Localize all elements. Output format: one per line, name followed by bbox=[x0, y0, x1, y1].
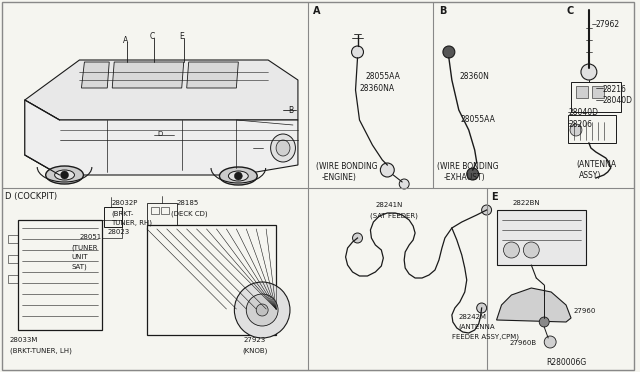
Ellipse shape bbox=[276, 140, 290, 156]
Bar bbox=[568, 115, 616, 143]
Text: 28242M: 28242M bbox=[459, 314, 487, 320]
Text: 27960: 27960 bbox=[574, 308, 596, 314]
Text: SAT): SAT) bbox=[72, 264, 87, 270]
Text: 28206: 28206 bbox=[568, 120, 592, 129]
Text: 28241N: 28241N bbox=[376, 202, 403, 208]
Text: 28033M: 28033M bbox=[10, 337, 38, 343]
Text: 28360N: 28360N bbox=[460, 72, 490, 81]
Circle shape bbox=[524, 242, 540, 258]
Circle shape bbox=[246, 294, 278, 326]
Polygon shape bbox=[25, 60, 298, 120]
Circle shape bbox=[581, 64, 597, 80]
Text: (ANTENNA: (ANTENNA bbox=[459, 324, 495, 330]
Text: B: B bbox=[439, 6, 446, 16]
Text: (DECK CD): (DECK CD) bbox=[171, 210, 207, 217]
Ellipse shape bbox=[228, 171, 248, 181]
Text: C: C bbox=[150, 32, 156, 41]
Bar bbox=[102, 220, 122, 238]
Polygon shape bbox=[25, 100, 60, 175]
Text: (KNOB): (KNOB) bbox=[243, 347, 268, 353]
Text: 28055AA: 28055AA bbox=[365, 72, 401, 81]
Circle shape bbox=[504, 242, 520, 258]
Circle shape bbox=[540, 317, 549, 327]
Polygon shape bbox=[187, 62, 238, 88]
Text: -ENGINE): -ENGINE) bbox=[322, 173, 356, 182]
Bar bbox=[8, 255, 18, 263]
Text: 27962: 27962 bbox=[596, 20, 620, 29]
Circle shape bbox=[61, 171, 68, 179]
Text: 2822BN: 2822BN bbox=[513, 200, 540, 206]
Circle shape bbox=[477, 303, 486, 313]
Circle shape bbox=[256, 304, 268, 316]
Text: FEEDER ASSY,CPM): FEEDER ASSY,CPM) bbox=[452, 334, 519, 340]
Circle shape bbox=[399, 179, 409, 189]
Polygon shape bbox=[112, 62, 184, 88]
Text: C: C bbox=[566, 6, 573, 16]
Circle shape bbox=[234, 282, 290, 338]
Text: (BRKT-: (BRKT- bbox=[111, 210, 134, 217]
Text: TUNER, RH): TUNER, RH) bbox=[111, 219, 152, 225]
Text: (ANTENNA: (ANTENNA bbox=[576, 160, 616, 169]
Text: 28216: 28216 bbox=[603, 85, 627, 94]
Text: 28023: 28023 bbox=[108, 229, 129, 235]
Text: D: D bbox=[157, 131, 162, 137]
Text: 28032P: 28032P bbox=[111, 200, 138, 206]
Text: 27923: 27923 bbox=[243, 337, 266, 343]
Bar bbox=[147, 203, 177, 225]
Text: A: A bbox=[123, 36, 129, 45]
Circle shape bbox=[467, 168, 479, 180]
Circle shape bbox=[234, 172, 243, 180]
Circle shape bbox=[482, 205, 492, 215]
Text: (BRKT-TUNER, LH): (BRKT-TUNER, LH) bbox=[10, 347, 72, 353]
Ellipse shape bbox=[220, 167, 257, 185]
Polygon shape bbox=[497, 288, 571, 322]
Bar bbox=[8, 275, 18, 283]
Text: E: E bbox=[492, 192, 498, 202]
Text: 27960B: 27960B bbox=[509, 340, 536, 346]
Text: (WIRE BONDING: (WIRE BONDING bbox=[316, 162, 378, 171]
Polygon shape bbox=[25, 100, 298, 175]
Bar bbox=[576, 86, 588, 98]
Text: 28055AA: 28055AA bbox=[461, 115, 495, 124]
Text: R280006G: R280006G bbox=[546, 358, 586, 367]
Text: 28040D: 28040D bbox=[603, 96, 633, 105]
Text: B: B bbox=[288, 106, 293, 115]
Circle shape bbox=[570, 124, 582, 136]
Text: ASSY): ASSY) bbox=[579, 171, 602, 180]
Text: 28360NA: 28360NA bbox=[360, 84, 395, 93]
Bar bbox=[571, 82, 621, 112]
Circle shape bbox=[443, 46, 455, 58]
Text: (TUNER: (TUNER bbox=[72, 244, 98, 250]
Text: 28040D: 28040D bbox=[568, 108, 598, 117]
Circle shape bbox=[380, 163, 394, 177]
Circle shape bbox=[353, 233, 362, 243]
Ellipse shape bbox=[271, 134, 296, 162]
Text: D (COCKPIT): D (COCKPIT) bbox=[5, 192, 57, 201]
Bar bbox=[8, 235, 18, 243]
Text: 28051: 28051 bbox=[79, 234, 102, 240]
Text: E: E bbox=[180, 32, 184, 41]
Text: A: A bbox=[313, 6, 321, 16]
Bar bbox=[151, 207, 159, 214]
Bar bbox=[161, 207, 169, 214]
Bar bbox=[497, 210, 586, 265]
Polygon shape bbox=[81, 62, 109, 88]
Ellipse shape bbox=[54, 170, 74, 180]
Circle shape bbox=[351, 46, 364, 58]
Circle shape bbox=[544, 336, 556, 348]
Ellipse shape bbox=[45, 166, 83, 184]
Text: 28185: 28185 bbox=[177, 200, 199, 206]
Text: (SAT FEEDER): (SAT FEEDER) bbox=[371, 212, 419, 218]
Bar bbox=[104, 207, 122, 227]
Bar bbox=[592, 86, 604, 98]
Text: UNIT: UNIT bbox=[72, 254, 88, 260]
Text: (WIRE BONDING: (WIRE BONDING bbox=[437, 162, 499, 171]
Bar bbox=[18, 220, 102, 330]
Bar bbox=[147, 225, 276, 335]
Text: -EXHAUST): -EXHAUST) bbox=[444, 173, 486, 182]
